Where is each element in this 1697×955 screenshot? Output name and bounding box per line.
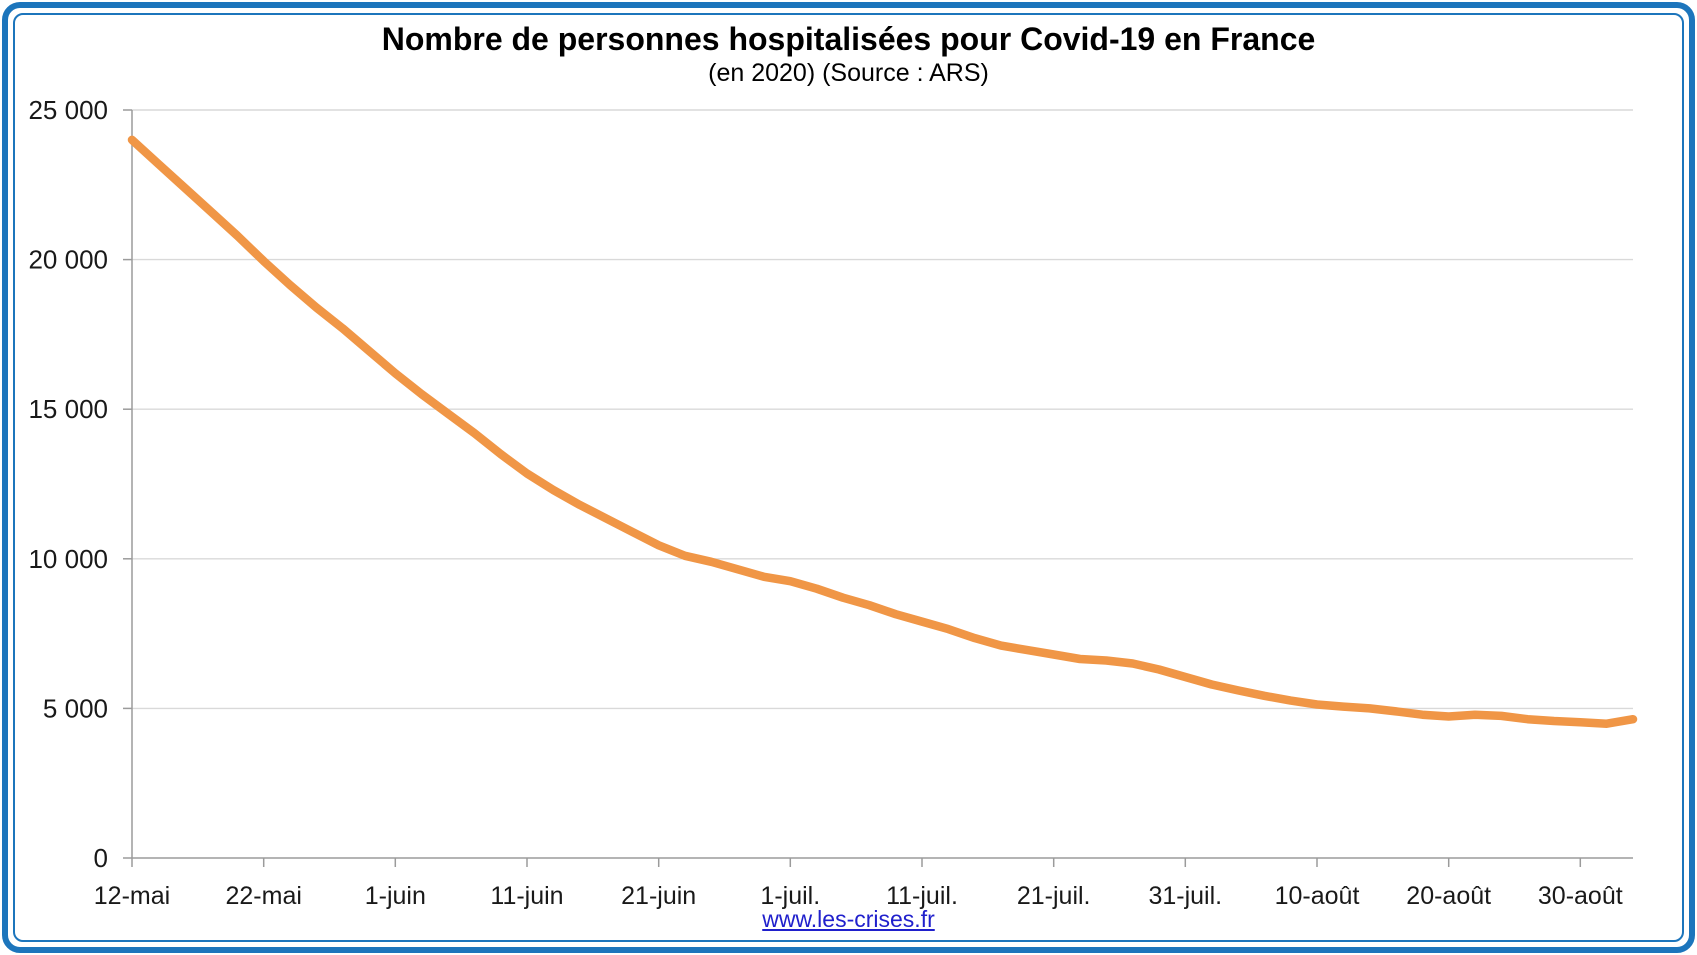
- svg-text:1-juin: 1-juin: [365, 882, 426, 910]
- svg-text:0: 0: [94, 843, 108, 873]
- svg-text:11-juin: 11-juin: [490, 882, 563, 910]
- svg-text:1-juil.: 1-juil.: [760, 882, 820, 910]
- chart-subtitle: (en 2020) (Source : ARS): [708, 59, 989, 87]
- footer: www.les-crises.fr: [0, 906, 1697, 933]
- svg-text:10-août: 10-août: [1275, 882, 1360, 910]
- svg-text:30-août: 30-août: [1538, 882, 1623, 910]
- svg-text:31-juil.: 31-juil.: [1148, 882, 1222, 910]
- svg-text:25 000: 25 000: [28, 95, 108, 125]
- svg-text:15 000: 15 000: [28, 394, 108, 424]
- svg-text:21-juin: 21-juin: [621, 882, 696, 910]
- svg-text:20-août: 20-août: [1406, 882, 1491, 910]
- svg-text:12-mai: 12-mai: [94, 882, 170, 910]
- svg-text:22-mai: 22-mai: [225, 882, 301, 910]
- svg-text:11-juil.: 11-juil.: [886, 882, 958, 910]
- svg-text:10 000: 10 000: [28, 544, 108, 574]
- svg-text:21-juil.: 21-juil.: [1017, 882, 1091, 910]
- svg-text:5 000: 5 000: [43, 693, 108, 723]
- svg-text:20 000: 20 000: [28, 245, 108, 275]
- chart-title: Nombre de personnes hospitalisées pour C…: [381, 21, 1316, 57]
- source-link[interactable]: www.les-crises.fr: [762, 906, 935, 932]
